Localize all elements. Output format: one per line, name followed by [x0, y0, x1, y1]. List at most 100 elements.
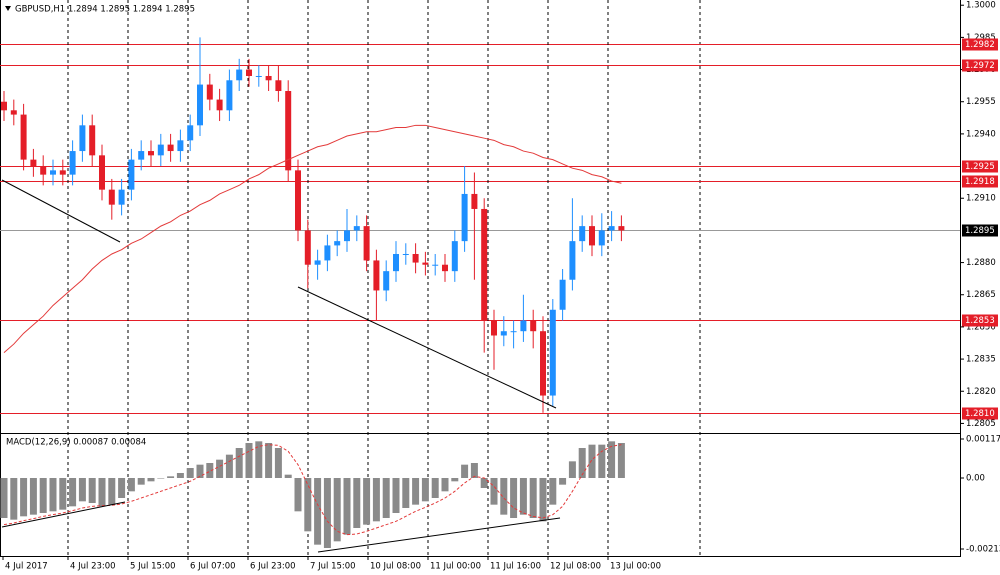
macd-bar: [29, 478, 37, 515]
candle-body: [500, 331, 507, 336]
y-tick-label: -0.00213: [966, 545, 1000, 555]
macd-bar: [617, 443, 625, 478]
candle-body: [540, 331, 546, 396]
candle-body: [138, 151, 145, 160]
candle-body: [569, 241, 576, 280]
candle-body: [432, 264, 439, 266]
candle-body: [10, 110, 17, 115]
candle-body: [30, 159, 37, 167]
y-tick-label: 1.3000: [966, 1, 996, 11]
candle-body: [226, 80, 233, 111]
level-label-box: [962, 407, 998, 420]
macd-bar: [470, 463, 478, 478]
y-tick-label: 1.2835: [966, 355, 996, 365]
candle-body: [265, 75, 272, 81]
macd-bar: [69, 478, 77, 507]
macd-bar: [225, 454, 233, 478]
candle-body: [89, 125, 96, 156]
candle-body: [50, 170, 56, 175]
candle-body: [275, 80, 282, 92]
trend-line: [1, 179, 121, 243]
candle-body: [383, 271, 390, 291]
candle-body: [373, 260, 380, 291]
y-tick-label: 0.00: [966, 474, 985, 484]
macd-bar: [372, 478, 380, 522]
signal-line: [3, 444, 622, 536]
x-tick-label: 6 Jul 07:00: [190, 562, 236, 572]
indicator-title: MACD(12,26,9) 0.00087 0.00084: [6, 438, 146, 448]
macd-bar: [284, 474, 292, 478]
y-tick-label: 1.2910: [966, 194, 996, 204]
candle-body: [157, 144, 164, 156]
candle-body: [79, 125, 86, 152]
macd-bar: [323, 478, 331, 548]
trend-line: [1, 501, 126, 528]
candle-body: [598, 230, 605, 246]
macd-bar: [510, 478, 518, 518]
candle-body: [608, 226, 615, 231]
x-tick-label: 7 Jul 15:00: [310, 562, 356, 572]
macd-bar: [39, 478, 47, 513]
y-tick-label: 1.2880: [966, 258, 996, 268]
candle-body: [393, 253, 399, 272]
candle-body: [236, 69, 243, 81]
menu-triangle[interactable]: [5, 6, 11, 11]
macd-bar: [274, 448, 282, 478]
candle-body: [324, 245, 331, 261]
candle-body: [246, 69, 252, 76]
macd-bar: [216, 459, 224, 478]
candle-body: [589, 226, 595, 246]
x-tick-label: 13 Jul 00:00: [610, 562, 661, 572]
x-tick-label: 10 Jul 08:00: [370, 562, 421, 572]
level-label: 1.2853: [965, 316, 995, 326]
macd-bar: [88, 478, 96, 503]
macd-bar: [147, 478, 155, 482]
macd-bar: [529, 478, 537, 518]
y-tick-label: 1.2820: [966, 387, 996, 397]
macd-bar: [431, 478, 439, 498]
moving-average: [3, 124, 622, 354]
level-label: 1.2982: [965, 40, 995, 50]
candle-body: [69, 151, 76, 175]
x-tick-label: 12 Jul 08:00: [550, 562, 601, 572]
macd-bar: [265, 443, 273, 478]
macd-bar: [353, 478, 361, 528]
chart-title: GBPUSD,H1 1.2894 1.2895 1.2894 1.2895: [15, 5, 195, 15]
candle-body: [216, 99, 223, 111]
macd-bar: [333, 478, 341, 542]
macd-bar: [588, 444, 596, 478]
macd-bar: [78, 478, 86, 502]
candle-body: [491, 320, 497, 336]
candle-body: [99, 155, 105, 190]
candle-body: [481, 208, 488, 321]
y-tick-label: 1.2805: [966, 419, 996, 429]
macd-bar: [245, 443, 253, 478]
trend-line: [297, 286, 557, 409]
grid-layer: [0, 0, 960, 556]
candle-body: [118, 189, 125, 205]
level-label: 1.2918: [965, 177, 995, 187]
macd-bar: [598, 444, 606, 478]
candle-body: [559, 279, 566, 310]
macd-bar: [10, 478, 18, 520]
macd-bar: [137, 478, 145, 485]
trend-line: [317, 517, 561, 553]
candle-body: [187, 125, 194, 141]
candle-body: [530, 320, 537, 332]
macd-bar: [314, 478, 322, 545]
macd-bar: [382, 478, 390, 518]
candle-body: [255, 75, 262, 77]
marks-layer: [0, 37, 625, 548]
macd-bar: [157, 478, 165, 479]
macd-bar: [549, 478, 557, 505]
macd-bar: [118, 478, 126, 498]
candle-body: [148, 151, 154, 156]
macd-bar: [441, 478, 449, 492]
x-tick-label: 5 Jul 15:00: [130, 562, 176, 572]
candle-body: [314, 260, 321, 265]
candle-body: [197, 84, 203, 126]
x-tick-label: 4 Jul 23:00: [70, 562, 116, 572]
y-tick-label: 0.00117: [966, 435, 1000, 445]
candle-body: [206, 84, 213, 100]
